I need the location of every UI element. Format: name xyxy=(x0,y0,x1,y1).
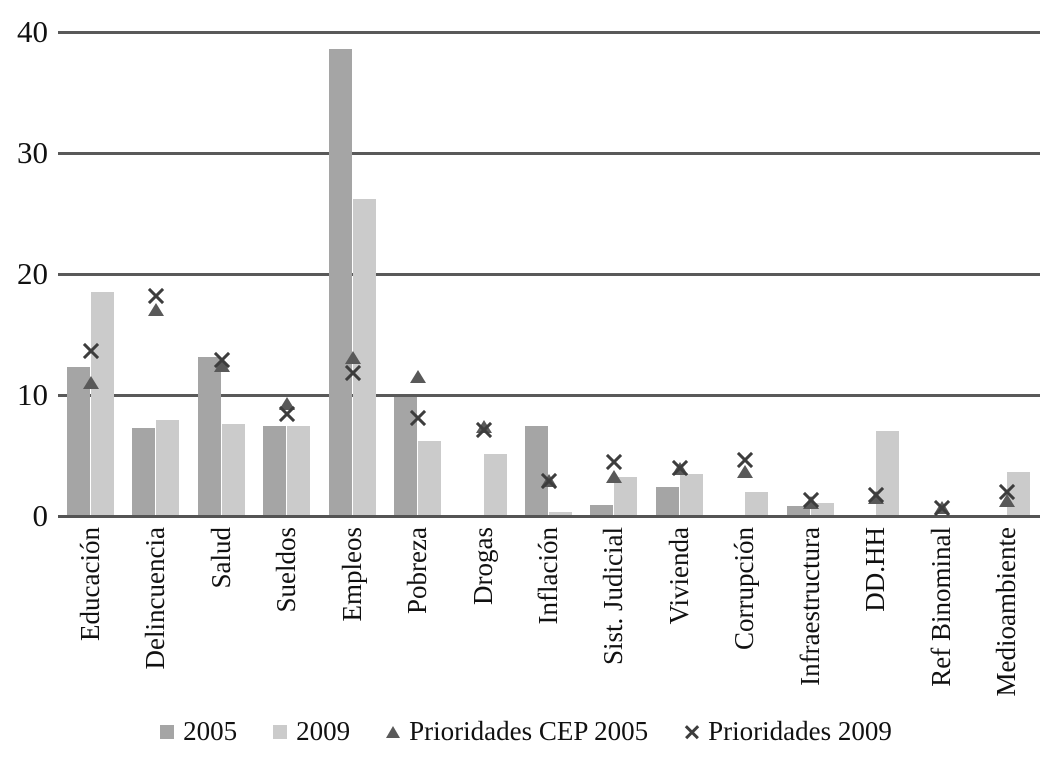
x-axis-label-DD.HH: DD.HH xyxy=(860,527,891,612)
x-marker-Sueldos xyxy=(279,406,296,423)
triangle-marker-Educación xyxy=(82,376,99,390)
x-axis-label-Corrupción: Corrupción xyxy=(729,527,760,650)
gridline-10 xyxy=(58,393,1040,397)
x-marker-Sist. Judicial xyxy=(606,453,623,470)
legend-item-2005: 2005 xyxy=(160,716,237,747)
x-marker-Medioambiente xyxy=(999,483,1016,500)
x-axis-label-Delincuencia: Delincuencia xyxy=(140,527,171,670)
legend-item-Prioridades 2009: Prioridades 2009 xyxy=(684,716,892,747)
bar-2009-Inflación xyxy=(549,512,572,516)
y-axis-tick-label: 10 xyxy=(17,377,48,412)
x-axis-label-Sist. Judicial: Sist. Judicial xyxy=(598,527,629,666)
legend: 2005 2009 Prioridades CEP 2005 Prioridades … xyxy=(0,716,1052,747)
bar-2005-Sist. Judicial xyxy=(590,505,614,516)
x-axis-label-Pobreza: Pobreza xyxy=(402,527,433,614)
triangle-marker-Delincuencia xyxy=(148,302,165,316)
legend-item-Prioridades CEP 2005: Prioridades CEP 2005 xyxy=(386,716,648,747)
triangle-marker-Empleos xyxy=(344,350,361,364)
y-axis-tick-label: 30 xyxy=(17,135,48,170)
bar-2009-Delincuencia xyxy=(156,420,180,516)
x-axis-label-Educación: Educación xyxy=(74,527,105,641)
bar-2009-Empleos xyxy=(352,198,376,516)
bar-2005-Vivienda xyxy=(655,486,679,516)
bar-2005-Pobreza xyxy=(394,397,418,516)
bar-2005-Salud xyxy=(197,357,221,516)
gridline-40 xyxy=(58,30,1040,34)
x-axis-label-Drogas: Drogas xyxy=(467,527,498,605)
legend-label: Prioridades CEP 2005 xyxy=(409,716,649,746)
legend-x-icon xyxy=(684,724,699,739)
x-marker-Inflación xyxy=(541,472,558,489)
x-marker-Salud xyxy=(213,351,230,368)
x-marker-DD.HH xyxy=(868,487,885,504)
bar-2009-Vivienda xyxy=(679,473,703,516)
legend-swatch-square xyxy=(273,724,288,739)
bar-2009-Drogas xyxy=(483,454,507,516)
x-axis-line xyxy=(58,514,1040,518)
legend-label: 2009 xyxy=(296,716,351,746)
x-axis-label-Empleos: Empleos xyxy=(336,527,367,622)
x-axis-label-Inflación: Inflación xyxy=(533,527,563,625)
bar-2009-Pobreza xyxy=(418,440,442,516)
bar-2009-Educación xyxy=(90,292,114,516)
x-marker-Vivienda xyxy=(671,459,688,476)
y-axis-tick-label: 40 xyxy=(17,14,48,49)
x-marker-Educación xyxy=(82,343,99,360)
bar-2009-Sist. Judicial xyxy=(614,477,638,516)
bar-2005-Empleos xyxy=(328,48,352,516)
x-marker-Delincuencia xyxy=(148,287,165,304)
bar-2005-Infraestructura xyxy=(786,506,810,516)
bar-2009-Corrupción xyxy=(745,491,769,516)
x-axis-label-Salud: Salud xyxy=(205,527,236,589)
x-axis-label-Ref Binominal: Ref Binominal xyxy=(925,527,956,687)
legend-item-2009: 2009 xyxy=(273,716,350,747)
y-axis-tick-label: 0 xyxy=(32,498,49,533)
gridline-30 xyxy=(58,151,1040,155)
x-axis-label-Medioambiente: Medioambiente xyxy=(991,527,1022,697)
triangle-marker-Pobreza xyxy=(410,370,427,384)
gridline-20 xyxy=(58,272,1040,276)
bar-2005-Inflación xyxy=(525,426,548,516)
x-axis-label-Infraestructura: Infraestructura xyxy=(794,527,825,686)
bar-2005-Delincuencia xyxy=(132,427,156,516)
legend-swatch-square xyxy=(160,724,175,739)
legend-triangle-icon xyxy=(386,725,401,738)
y-axis-tick-label: 20 xyxy=(17,256,48,291)
x-marker-Pobreza xyxy=(410,409,427,426)
bar-2005-Educación xyxy=(66,367,90,516)
legend-label: Prioridades 2009 xyxy=(708,716,892,746)
x-axis-label-Vivienda: Vivienda xyxy=(663,527,694,625)
x-marker-Corrupción xyxy=(737,452,754,469)
bar-2009-Salud xyxy=(221,424,245,516)
legend-label: 2005 xyxy=(183,716,238,746)
bar-2009-Sueldos xyxy=(287,426,311,516)
x-marker-Empleos xyxy=(344,365,361,382)
x-marker-Infraestructura xyxy=(802,492,819,509)
bar-2005-Sueldos xyxy=(263,426,287,516)
x-marker-Drogas xyxy=(475,422,492,439)
x-marker-Ref Binominal xyxy=(933,499,950,516)
x-axis-label-Sueldos: Sueldos xyxy=(271,527,302,613)
triangle-marker-Sist. Judicial xyxy=(606,469,623,483)
